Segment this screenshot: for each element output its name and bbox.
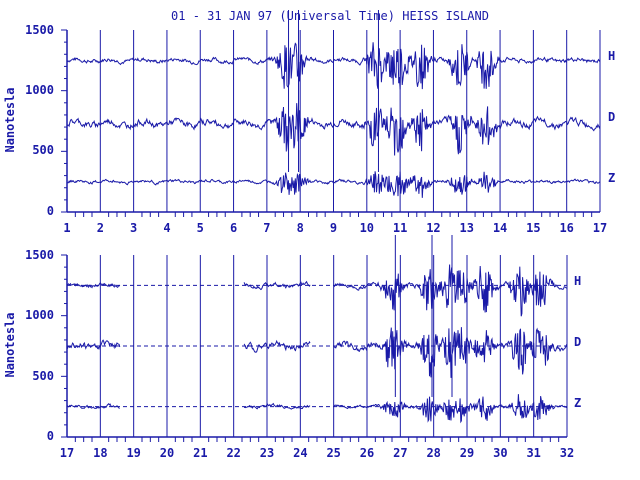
x-tick-label: 29 (460, 446, 474, 460)
x-tick-label: 12 (426, 221, 440, 235)
x-tick-label: 8 (297, 221, 304, 235)
x-tick-label: 30 (493, 446, 507, 460)
x-tick-label: 11 (393, 221, 407, 235)
x-tick-label: 32 (560, 446, 574, 460)
x-tick-label: 13 (460, 221, 474, 235)
x-tick-label: 20 (160, 446, 174, 460)
x-tick-label: 10 (360, 221, 374, 235)
x-tick-label: 24 (293, 446, 307, 460)
x-tick-label: 28 (426, 446, 440, 460)
y-tick-label: 1500 (25, 23, 54, 37)
y-tick-label: 0 (47, 429, 54, 443)
y-tick-label: 1500 (25, 248, 54, 262)
y-tick-label: 500 (32, 369, 54, 383)
series-line-h (66, 264, 568, 317)
y-tick-label: 500 (32, 143, 54, 157)
y-axis-label: Nanotesla (3, 312, 17, 377)
y-tick-label: 1000 (25, 83, 54, 97)
x-tick-label: 25 (326, 446, 340, 460)
x-tick-label: 18 (93, 446, 107, 460)
x-tick-label: 16 (559, 221, 573, 235)
series-label-h: H (574, 274, 581, 288)
x-tick-label: 9 (330, 221, 337, 235)
x-tick-label: 14 (493, 221, 507, 235)
x-tick-label: 7 (263, 221, 270, 235)
y-axis-label: Nanotesla (3, 87, 17, 152)
x-tick-label: 27 (393, 446, 407, 460)
x-tick-label: 19 (126, 446, 140, 460)
x-tick-label: 2 (97, 221, 104, 235)
series-label-z: Z (574, 396, 581, 410)
x-tick-label: 6 (230, 221, 237, 235)
x-tick-label: 23 (260, 446, 274, 460)
series-label-d: D (608, 110, 615, 124)
x-tick-label: 26 (360, 446, 374, 460)
x-tick-label: 17 (60, 446, 74, 460)
chart-title: 01 - 31 JAN 97 (Universal Time) HEISS IS… (171, 9, 489, 23)
x-tick-label: 5 (197, 221, 204, 235)
series-label-z: Z (608, 171, 615, 185)
x-tick-label: 17 (593, 221, 607, 235)
series-line-d (66, 327, 568, 378)
x-tick-label: 15 (526, 221, 540, 235)
x-tick-label: 1 (63, 221, 70, 235)
series-line-h (66, 42, 601, 90)
series-line-d (66, 103, 601, 156)
series-label-h: H (608, 49, 615, 63)
x-tick-label: 22 (226, 446, 240, 460)
x-tick-label: 3 (130, 221, 137, 235)
panel-bottom: Nanotesla 1500 1000 500 0 H D Z 17 18 19 20… (3, 235, 581, 460)
y-tick-label: 1000 (25, 308, 54, 322)
series-label-d: D (574, 335, 581, 349)
y-tick-label: 0 (47, 204, 54, 218)
x-tick-label: 21 (193, 446, 207, 460)
series-line-z (66, 394, 568, 424)
x-tick-label: 4 (163, 221, 170, 235)
series-line-z (66, 171, 600, 198)
x-tick-label: 31 (526, 446, 540, 460)
